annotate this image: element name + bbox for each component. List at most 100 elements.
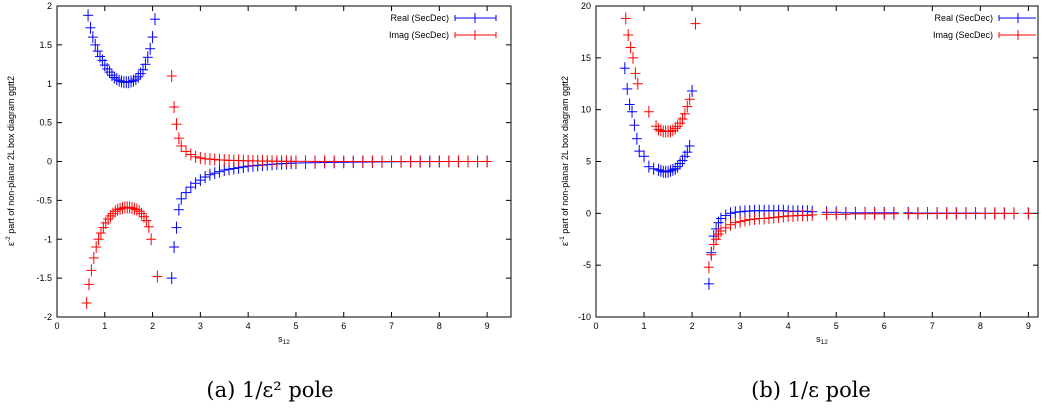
data-point <box>472 155 483 168</box>
data-point <box>1008 207 1019 220</box>
y-tick-label: 1.5 <box>39 40 52 50</box>
y-tick-label: 0.5 <box>39 118 52 128</box>
data-point <box>980 207 991 220</box>
data-point <box>860 207 871 220</box>
data-point <box>112 203 123 216</box>
x-tick-label: 9 <box>485 321 490 331</box>
x-tick-label: 5 <box>834 321 839 331</box>
data-point <box>711 222 722 235</box>
data-point <box>630 67 641 80</box>
x-tick-label: 5 <box>293 321 298 331</box>
data-point <box>690 17 701 30</box>
x-tick-label: 1 <box>642 321 647 331</box>
data-point <box>134 205 145 218</box>
data-point <box>142 51 153 64</box>
data-point <box>110 205 121 218</box>
data-point <box>453 155 464 168</box>
data-point <box>482 155 493 168</box>
data-point <box>141 214 152 227</box>
x-tick-label: 9 <box>1026 321 1031 331</box>
data-point <box>625 41 636 54</box>
data-point <box>136 207 147 220</box>
data-point <box>620 12 631 25</box>
data-point <box>434 155 445 168</box>
data-point <box>763 211 774 224</box>
legend-entry-real-b: Real (SecDec) <box>934 13 993 23</box>
data-point <box>147 31 158 44</box>
data-point <box>176 139 187 152</box>
panel-b: -10 -5 0 5 10 15 20 0 1 2 3 4 5 6 7 8 9 s12 ε-1 part of… <box>559 1 1039 402</box>
data-point <box>684 139 695 152</box>
data-point <box>200 171 211 184</box>
data-point <box>989 207 1000 220</box>
data-point <box>204 168 215 181</box>
data-point <box>715 212 726 225</box>
data-point <box>821 208 832 221</box>
data-point <box>149 13 160 26</box>
x-axis-label-a: s12 <box>278 334 290 346</box>
data-point <box>773 210 784 223</box>
data-point <box>725 207 736 220</box>
data-point <box>415 155 426 168</box>
data-point <box>679 107 690 120</box>
data-point <box>98 221 109 234</box>
caption-b: (b) 1/ε pole <box>751 378 871 402</box>
y-ticks-a: -2 -1.5 -1 -0.5 0 0.5 1 1.5 2 <box>36 1 511 322</box>
data-point <box>675 157 686 170</box>
data-point <box>903 207 914 220</box>
data-point <box>376 155 387 168</box>
data-point <box>114 74 125 87</box>
data-point <box>127 202 138 215</box>
data-point <box>102 62 113 75</box>
data-point <box>665 164 676 177</box>
x-tick-label: 8 <box>978 321 983 331</box>
data-point <box>129 202 140 215</box>
data-point <box>190 150 201 163</box>
x-tick-label: 1 <box>102 321 107 331</box>
data-point <box>655 124 666 137</box>
data-point <box>111 73 122 86</box>
data-point <box>171 221 182 234</box>
data-point <box>173 203 184 216</box>
data-point <box>117 202 128 215</box>
data-point <box>424 155 435 168</box>
data-point <box>214 165 225 178</box>
data-point <box>176 192 187 205</box>
data-point <box>787 209 798 222</box>
data-point <box>405 155 416 168</box>
data-point <box>730 206 741 219</box>
data-point <box>103 213 114 226</box>
data-point <box>941 207 952 220</box>
data-point <box>672 120 683 133</box>
y-tick-label: 15 <box>581 53 591 63</box>
data-point <box>623 29 634 42</box>
data-point <box>1023 207 1034 220</box>
data-point <box>140 58 151 71</box>
legend-entry-real-a: Real (SecDec) <box>390 13 449 23</box>
caption-a: (a) 1/ε² pole <box>206 378 333 402</box>
data-point <box>840 208 851 221</box>
data-point <box>105 209 116 222</box>
y-ticks-b: -10 -5 0 5 10 15 20 <box>578 1 1038 322</box>
data-point <box>999 207 1010 220</box>
data-point <box>807 208 818 221</box>
y-tick-label: 0 <box>586 208 591 218</box>
data-point <box>173 132 184 145</box>
data-point <box>348 155 359 168</box>
data-point <box>329 155 340 168</box>
data-point <box>759 212 770 225</box>
x-tick-label: 4 <box>786 321 791 331</box>
data-point <box>665 125 676 138</box>
data-point <box>932 207 943 220</box>
data-point <box>319 155 330 168</box>
data-point <box>185 148 196 161</box>
data-point <box>93 233 104 246</box>
data-point <box>632 77 643 90</box>
data-point <box>171 118 182 131</box>
data-point <box>670 162 681 175</box>
series-imag-b <box>620 12 1034 274</box>
legend-a: Real (SecDec) Imag (SecDec) <box>389 13 497 40</box>
data-point <box>85 21 96 34</box>
data-point <box>629 119 640 132</box>
